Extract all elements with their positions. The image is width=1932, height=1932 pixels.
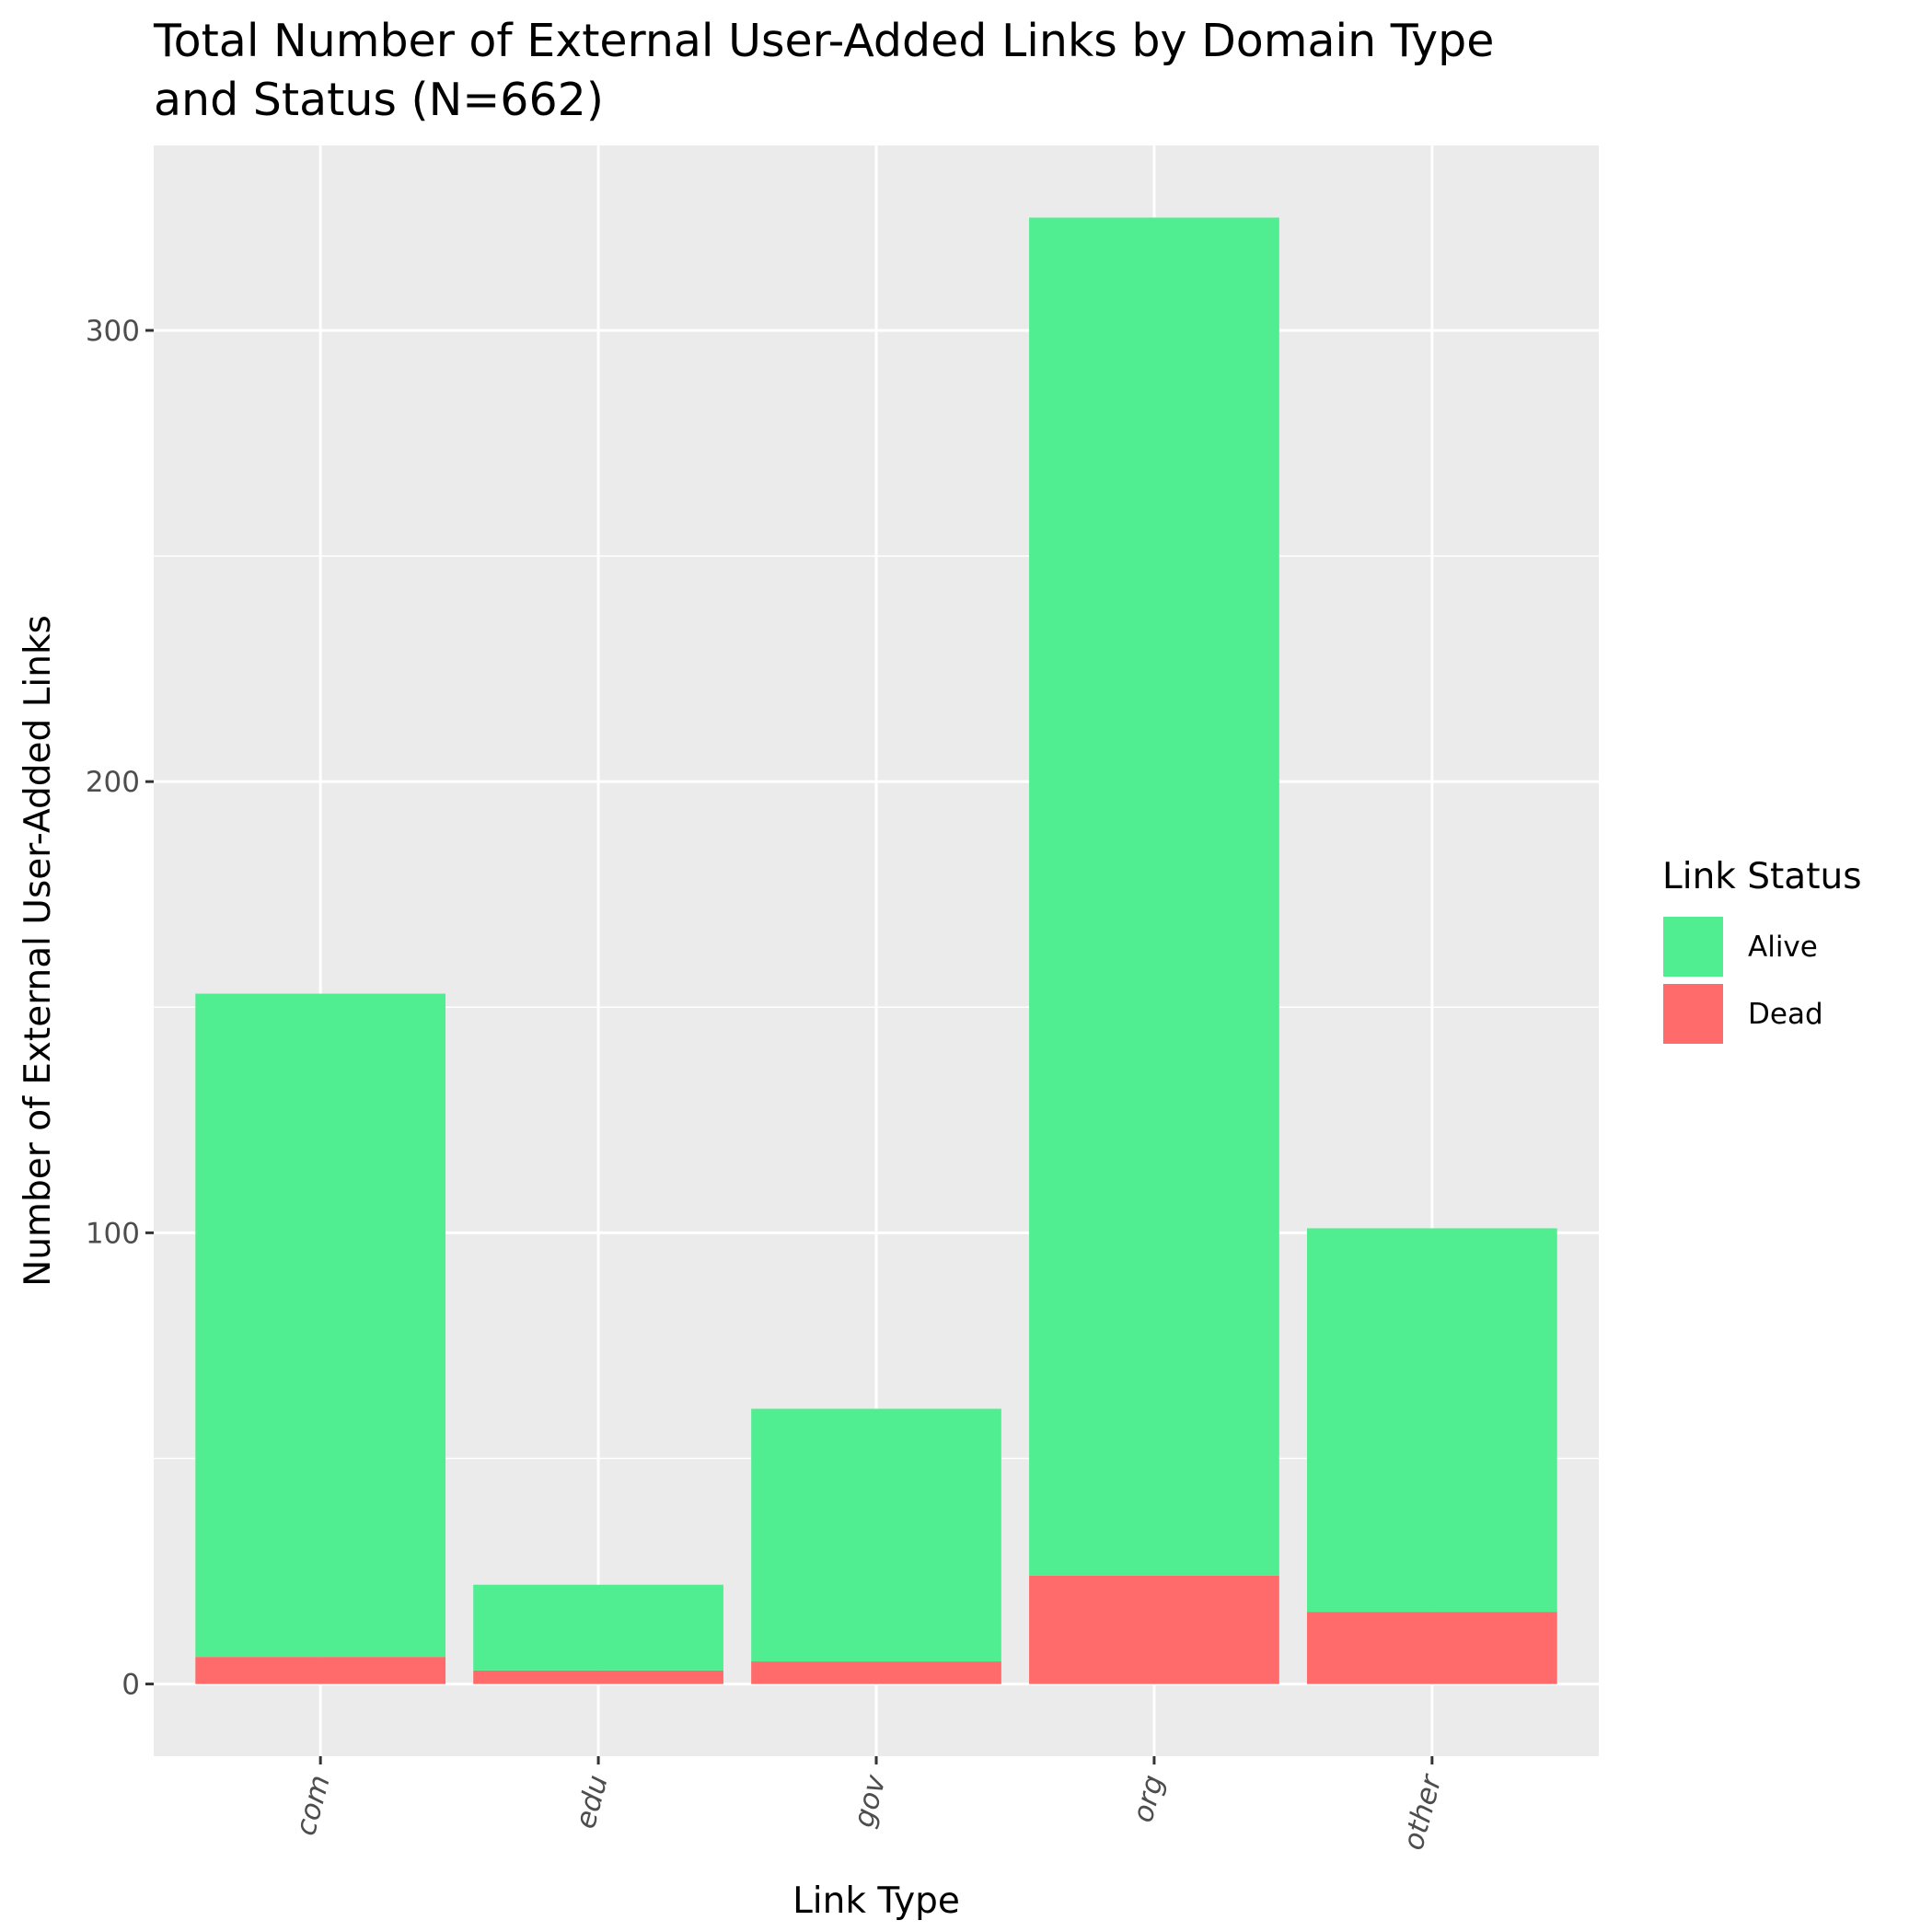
legend-key-dead — [1661, 982, 1725, 1046]
bar-alive-com — [195, 993, 446, 1658]
bar-dead-edu — [473, 1670, 723, 1684]
y-axis-title: Number of External User-Added Links — [17, 615, 59, 1287]
y-tick-label: 300 — [86, 315, 140, 348]
legend-key-alive — [1661, 915, 1725, 978]
x-axis-title: Link Type — [792, 1880, 960, 1922]
bar-dead-com — [195, 1657, 446, 1684]
x-axis: com edu gov org other — [289, 1756, 1449, 1854]
chart-title-line-2: and Status (N=662) — [154, 74, 604, 126]
y-tick-label: 100 — [86, 1217, 140, 1250]
y-tick-label: 200 — [86, 766, 140, 799]
bar-alive-gov — [751, 1408, 1001, 1662]
x-tick-label-org: org — [1127, 1772, 1171, 1826]
bar-dead-other — [1306, 1612, 1557, 1684]
legend: Link Status Alive Dead — [1661, 856, 1862, 1046]
x-tick-label-other: other — [1396, 1770, 1449, 1854]
chart-title-line-1: Total Number of External User-Added Link… — [153, 15, 1494, 67]
bar-dead-gov — [751, 1661, 1001, 1684]
x-tick-label-com: com — [289, 1772, 337, 1839]
bars — [195, 217, 1557, 1684]
legend-title: Link Status — [1662, 856, 1862, 897]
legend-label-dead: Dead — [1748, 998, 1823, 1031]
y-tick-label: 0 — [121, 1669, 140, 1702]
bar-alive-org — [1029, 217, 1279, 1576]
bar-alive-other — [1306, 1228, 1557, 1613]
bar-dead-org — [1029, 1575, 1279, 1684]
x-tick-label-edu: edu — [569, 1772, 615, 1833]
bar-alive-edu — [473, 1584, 723, 1671]
x-tick-label-gov: gov — [847, 1771, 893, 1831]
y-axis: 0 100 200 300 — [86, 315, 154, 1702]
legend-label-alive: Alive — [1748, 931, 1818, 964]
